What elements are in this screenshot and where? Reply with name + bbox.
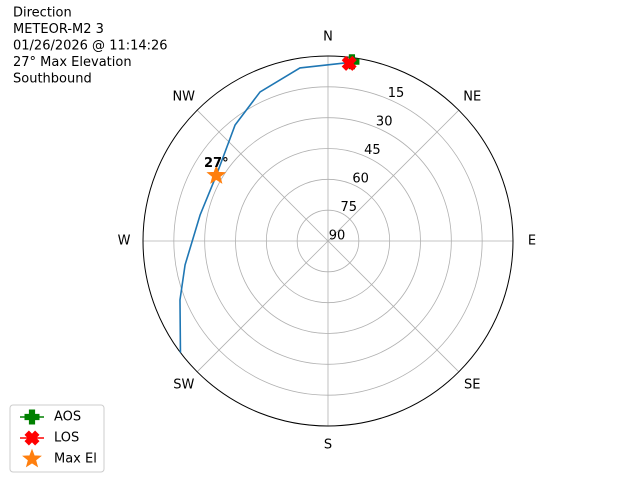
r-tick-label: 90 xyxy=(329,229,346,244)
r-tick-label: 75 xyxy=(341,200,358,215)
title-line: 01/26/2026 @ 11:14:26 xyxy=(13,39,168,54)
value-label: 27° xyxy=(204,156,229,171)
theta-tick-label: SE xyxy=(464,378,480,393)
marker-los xyxy=(24,430,40,446)
marker-max-el xyxy=(22,448,42,468)
title-line: Southbound xyxy=(13,72,92,87)
theta-tick-label: S xyxy=(324,438,332,453)
legend-label: AOS xyxy=(54,410,81,425)
title-line: 27° Max Elevation xyxy=(13,55,132,70)
theta-tick-label: W xyxy=(118,234,131,249)
grid-spoke xyxy=(327,109,460,242)
theta-tick-label: NW xyxy=(172,89,195,104)
grid-spoke xyxy=(196,240,329,373)
marker-max-el xyxy=(206,165,227,184)
theta-tick-label: SW xyxy=(173,378,194,393)
theta-tick-label: E xyxy=(528,234,536,249)
r-tick-label: 30 xyxy=(376,115,393,130)
legend-label: Max El xyxy=(54,452,97,467)
grid-spoke xyxy=(196,109,329,242)
r-tick-label: 15 xyxy=(388,86,405,101)
marker-los xyxy=(341,55,357,71)
title-line: Direction xyxy=(13,6,72,21)
grid-spoke xyxy=(327,240,460,373)
r-tick-label: 45 xyxy=(364,143,381,158)
r-tick-label: 60 xyxy=(352,172,369,187)
theta-tick-label: NE xyxy=(463,89,481,104)
title-line: METEOR-M2 3 xyxy=(13,22,104,37)
theta-tick-label: N xyxy=(323,30,333,45)
outer-circle xyxy=(142,55,514,427)
marker-aos xyxy=(24,409,40,425)
legend-label: LOS xyxy=(54,431,79,446)
